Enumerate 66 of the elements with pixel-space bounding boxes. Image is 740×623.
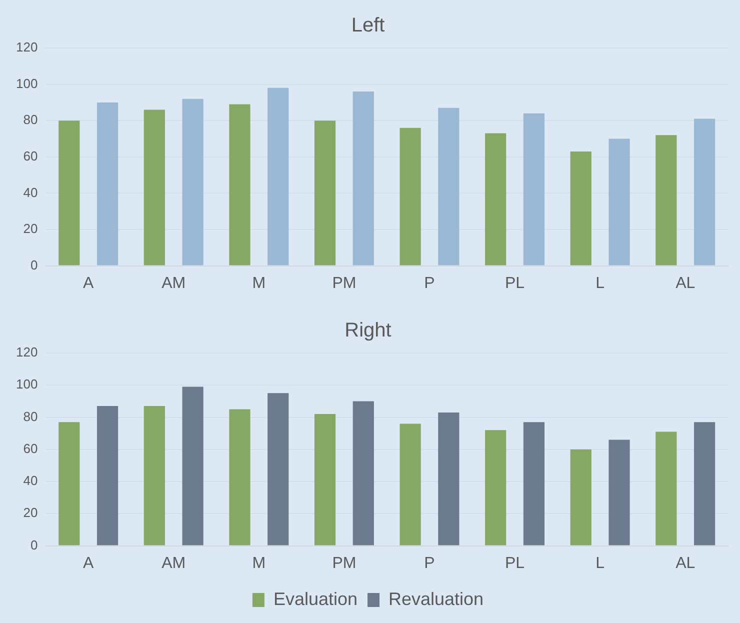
bar — [438, 108, 460, 266]
bar — [400, 424, 421, 546]
bar — [400, 128, 421, 266]
bar — [144, 110, 165, 266]
bar — [485, 430, 506, 546]
x-tick-label: PM — [332, 274, 356, 292]
bar — [182, 98, 204, 266]
x-tick-label: AL — [676, 274, 696, 292]
x-tick-label: AM — [162, 274, 186, 292]
y-tick-label: 40 — [23, 473, 38, 488]
x-tick-label: AL — [676, 554, 696, 572]
x-tick-label: M — [252, 554, 266, 572]
bar — [268, 393, 289, 546]
x-tick-label: M — [252, 274, 266, 292]
y-tick-label: 20 — [23, 505, 38, 520]
y-tick-label: 80 — [23, 112, 38, 128]
bar — [96, 406, 118, 546]
bar — [570, 151, 592, 266]
bar — [656, 432, 677, 546]
bar — [58, 422, 80, 546]
x-tick-label: AM — [162, 554, 186, 572]
y-tick-label: 100 — [16, 376, 38, 392]
x-tick-label: PL — [504, 554, 525, 572]
bar — [656, 135, 677, 266]
x-tick-label: PM — [332, 554, 356, 572]
bar — [523, 422, 545, 546]
x-tick-label: L — [596, 554, 605, 572]
legend-label: Revaluation — [388, 588, 484, 609]
y-tick-label: 100 — [16, 76, 38, 91]
bar — [485, 133, 506, 266]
bar — [58, 120, 80, 266]
bar — [352, 92, 374, 266]
bar — [694, 422, 716, 546]
x-tick-label: PL — [504, 274, 525, 292]
chart-title: Left — [351, 14, 386, 37]
bar — [182, 386, 204, 546]
y-tick-label: 40 — [23, 184, 38, 200]
x-tick-label: A — [83, 274, 94, 292]
bar — [314, 120, 336, 266]
bar — [352, 401, 374, 546]
bar — [570, 449, 592, 546]
x-tick-label: L — [596, 274, 605, 292]
bar — [314, 414, 336, 546]
bar — [96, 102, 118, 266]
y-tick-label: 120 — [16, 344, 38, 360]
bar — [229, 104, 250, 266]
bar — [608, 138, 630, 266]
bar — [438, 412, 460, 546]
x-tick-label: A — [83, 554, 94, 572]
x-tick-label: P — [424, 274, 435, 292]
y-tick-label: 80 — [23, 408, 38, 424]
bar — [144, 406, 165, 546]
bar — [694, 118, 716, 266]
bar — [268, 88, 289, 266]
y-tick-label: 60 — [23, 148, 38, 164]
y-tick-label: 0 — [30, 537, 38, 552]
y-tick-label: 0 — [30, 257, 38, 272]
bar — [229, 409, 250, 546]
y-tick-label: 120 — [16, 40, 38, 55]
x-tick-label: P — [424, 554, 435, 572]
y-tick-label: 20 — [23, 221, 38, 236]
y-tick-label: 60 — [23, 440, 38, 456]
chart-title: Right — [344, 320, 392, 342]
legend-label: Evaluation — [273, 588, 358, 609]
bar — [523, 113, 545, 266]
bar — [608, 440, 630, 546]
